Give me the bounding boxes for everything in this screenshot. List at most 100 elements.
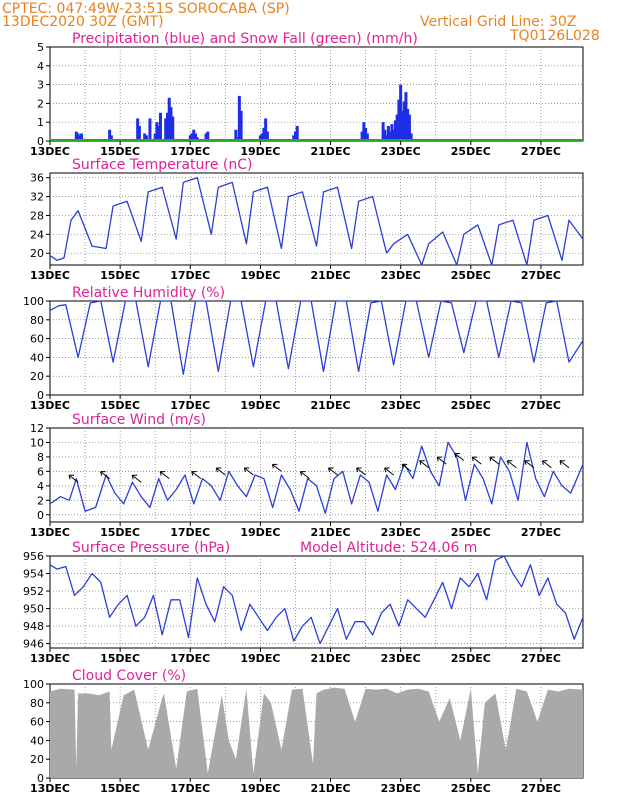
wind-vector-head: [328, 467, 334, 473]
x-tick-label: 13DEC: [30, 399, 70, 412]
precip-bar: [295, 125, 299, 141]
x-tick-label: 15DEC: [100, 269, 140, 282]
wind-vector: [489, 456, 500, 465]
x-tick-label: 13DEC: [30, 269, 70, 282]
y-tick-label: 5: [37, 41, 44, 54]
y-tick-label: 40: [30, 734, 44, 747]
precip-bar: [364, 127, 368, 141]
wind-vector-head: [489, 456, 495, 462]
precip-bar: [80, 133, 84, 141]
wind-vector-head: [401, 463, 408, 469]
precip-bar: [164, 118, 168, 141]
precip-bar: [397, 99, 401, 141]
wind-vector-head: [419, 460, 425, 465]
series-line: [49, 441, 584, 514]
wind-vector: [401, 463, 412, 472]
y-tick-label: 10: [30, 436, 44, 449]
wind-vector: [454, 453, 465, 461]
precip-bar: [158, 112, 162, 141]
x-tick-label: 13DEC: [30, 782, 70, 795]
x-tick-label: 27DEC: [521, 399, 561, 412]
x-tick-label: 27DEC: [521, 526, 561, 539]
y-tick-label: 4: [37, 60, 44, 73]
x-tick-label: 13DEC: [30, 526, 70, 539]
precip-bar: [260, 133, 264, 141]
precip-bar: [78, 135, 82, 141]
panel-title: Cloud Cover (%): [72, 668, 186, 684]
x-tick-label: 13DEC: [30, 652, 70, 665]
precip-bar: [402, 101, 406, 141]
panel-title: Surface Temperature (nC): [72, 157, 253, 173]
wind-vector: [419, 460, 430, 469]
y-tick-label: 0: [37, 509, 44, 522]
precip-bar: [385, 135, 389, 141]
wind-vector-head: [356, 467, 362, 473]
wind-vector: [216, 467, 226, 476]
y-tick-label: 20: [30, 370, 44, 383]
x-tick-label: 23DEC: [381, 782, 421, 795]
x-tick-label: 17DEC: [170, 269, 210, 282]
precip-bar: [206, 131, 210, 141]
precip-bar: [167, 97, 171, 141]
precip-bar: [362, 122, 366, 141]
y-tick-label: 950: [23, 603, 44, 616]
panel-annotation: Model Altitude: 524.06 m: [300, 540, 477, 556]
precip-bar: [264, 118, 268, 141]
x-tick-label: 23DEC: [381, 399, 421, 412]
y-tick-label: 2: [37, 494, 44, 507]
precip-bar: [188, 135, 192, 141]
y-tick-label: 24: [30, 228, 44, 241]
wind-vector-head: [271, 463, 278, 469]
precip-bar: [204, 133, 208, 141]
x-tick-label: 21DEC: [311, 145, 351, 158]
y-tick-label: 100: [23, 678, 44, 691]
precip-bar: [365, 133, 369, 141]
wind-vector: [542, 460, 552, 469]
precip-bar: [169, 107, 173, 141]
wind-vector: [131, 474, 142, 483]
precip-bar: [76, 133, 80, 141]
precip-bar: [194, 133, 198, 141]
wind-vector: [159, 471, 170, 480]
precip-bar: [360, 131, 364, 141]
wind-vector: [356, 467, 366, 476]
y-tick-label: 60: [30, 333, 44, 346]
precip-bar: [292, 135, 296, 141]
precip-bar: [395, 114, 399, 141]
precip-bar: [144, 135, 148, 141]
x-tick-label: 21DEC: [311, 652, 351, 665]
x-tick-label: 17DEC: [170, 782, 210, 795]
x-tick-label: 23DEC: [381, 269, 421, 282]
y-tick-label: 20: [30, 247, 44, 260]
wind-vector-head: [159, 471, 166, 476]
wind-vector-head: [215, 467, 222, 473]
y-tick-label: 80: [30, 697, 44, 710]
y-tick-label: 80: [30, 314, 44, 327]
precip-bar: [400, 110, 404, 141]
x-tick-label: 17DEC: [170, 526, 210, 539]
panel-title: Relative Humidity (%): [72, 285, 225, 301]
precip-bar: [137, 125, 141, 141]
panel-title: Surface Wind (m/s): [72, 412, 206, 428]
x-tick-label: 21DEC: [311, 269, 351, 282]
precip-bar: [234, 129, 238, 141]
wind-vector-head: [384, 467, 390, 473]
x-tick-label: 27DEC: [521, 145, 561, 158]
x-tick-label: 15DEC: [100, 399, 140, 412]
precip-bar: [407, 114, 411, 141]
precip-bar: [258, 135, 262, 141]
wind-vector: [100, 471, 110, 480]
wind-vector-head: [131, 474, 138, 480]
wind-vector-head: [541, 460, 548, 465]
wind-vector-head: [524, 460, 530, 465]
wind-vector: [524, 460, 535, 469]
x-tick-label: 27DEC: [521, 782, 561, 795]
precip-bar: [265, 131, 269, 141]
precip-bar: [390, 124, 394, 141]
precip-bar: [109, 135, 113, 141]
y-tick-label: 20: [30, 753, 44, 766]
precip-bar: [392, 129, 396, 141]
plot-frame: [49, 46, 584, 142]
x-tick-label: 25DEC: [451, 526, 491, 539]
